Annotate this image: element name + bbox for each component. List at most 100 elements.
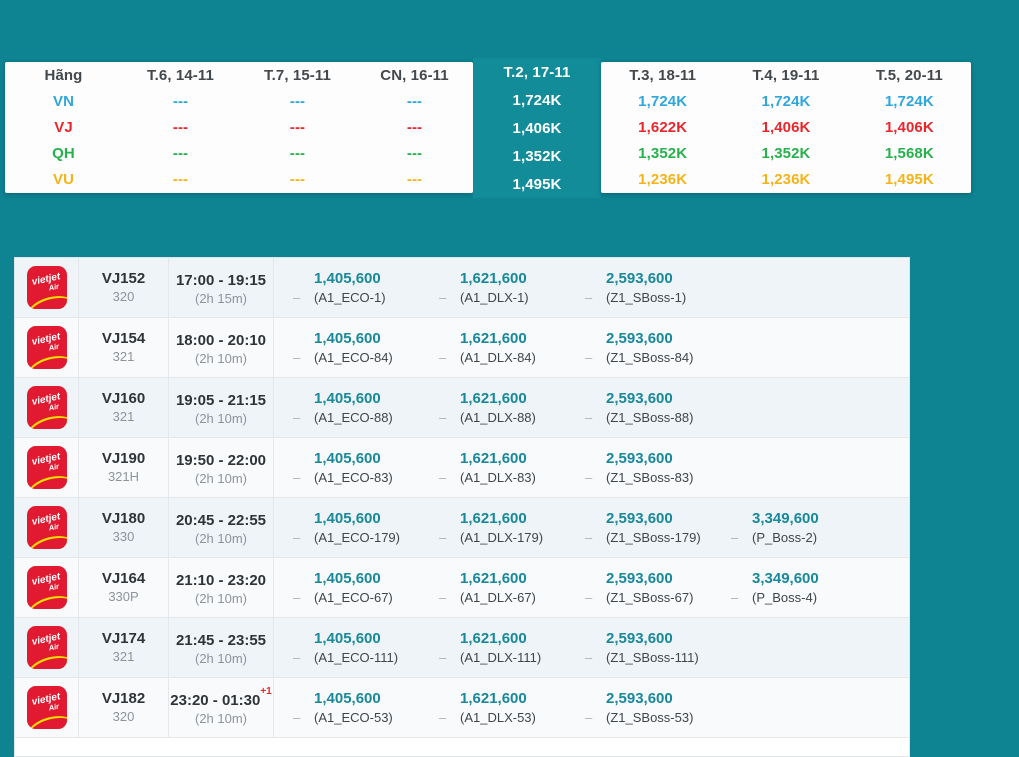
calendar-fare-cell[interactable]: 1,352K <box>638 145 688 163</box>
fare-option-skyboss[interactable]: 2,593,600 – (Z1_SBoss-53) <box>566 678 712 737</box>
fare-price: 1,405,600 <box>314 330 381 347</box>
flight-time-cell: 19:05 - 21:15 (2h 10m) <box>169 378 274 437</box>
flight-duration: (2h 10m) <box>194 591 248 606</box>
flight-time: 19:50 - 22:00 <box>175 452 267 469</box>
fare-price: 3,349,600 <box>752 510 819 527</box>
calendar-fare-cell[interactable]: 1,406K <box>761 118 811 136</box>
fare-option-skyboss[interactable]: 2,593,600 – (Z1_SBoss-88) <box>566 378 712 437</box>
calendar-fare-cell[interactable]: 1,406K <box>884 118 934 136</box>
fare-price: 2,593,600 <box>606 690 673 707</box>
fare-option-boss[interactable] <box>712 438 909 497</box>
fare-option-eco[interactable]: 1,405,600 – (A1_ECO-111) <box>274 618 420 677</box>
fare-option-eco[interactable]: 1,405,600 – (A1_ECO-84) <box>274 318 420 377</box>
fare-class: (A1_DLX-53) <box>460 710 536 725</box>
calendar-selected-fare[interactable]: 1,406K <box>512 119 562 137</box>
calendar-fare-cell[interactable]: --- <box>406 118 423 136</box>
fare-dash: – <box>439 290 447 305</box>
calendar-fare-cell[interactable]: --- <box>172 171 189 189</box>
airline-logo-cell: vietjet Air <box>15 558 79 617</box>
fare-option-boss[interactable] <box>712 318 909 377</box>
calendar-fare-cell[interactable]: --- <box>289 145 306 163</box>
fare-option-deluxe[interactable]: 1,621,600 – (A1_DLX-1) <box>420 258 566 317</box>
fare-option-skyboss[interactable]: 2,593,600 – (Z1_SBoss-67) <box>566 558 712 617</box>
fare-dash: – <box>293 290 301 305</box>
calendar-fare-cell[interactable]: 1,724K <box>638 92 688 110</box>
fare-option-skyboss[interactable]: 2,593,600 – (Z1_SBoss-84) <box>566 318 712 377</box>
flight-row: vietjet Air VJ190 321H 19:50 - 22:00 (2h … <box>15 438 909 498</box>
flight-duration: (2h 10m) <box>194 471 248 486</box>
calendar-fare-cell[interactable]: 1,568K <box>884 145 934 163</box>
calendar-fare-cell[interactable]: 1,622K <box>638 118 688 136</box>
calendar-selected-day-header[interactable]: T.2, 17-11 <box>503 63 571 81</box>
calendar-day-header[interactable]: CN, 16-11 <box>380 66 449 84</box>
calendar-fare-cell[interactable]: 1,236K <box>761 171 811 189</box>
flight-number: VJ160 <box>101 390 146 407</box>
calendar-day-header[interactable]: T.3, 18-11 <box>629 66 697 84</box>
fare-option-skyboss[interactable]: 2,593,600 – (Z1_SBoss-111) <box>566 618 712 677</box>
calendar-fare-cell[interactable]: 1,724K <box>761 92 811 110</box>
fare-option-boss[interactable] <box>712 258 909 317</box>
calendar-fare-cell[interactable]: --- <box>406 145 423 163</box>
flight-time-cell: 23:20 - 01:30+1 (2h 10m) <box>169 678 274 737</box>
fare-dash: – <box>439 530 447 545</box>
calendar-fare-cell[interactable]: --- <box>406 92 423 110</box>
flight-time-cell: 21:10 - 23:20 (2h 10m) <box>169 558 274 617</box>
fare-option-deluxe[interactable]: 1,621,600 – (A1_DLX-67) <box>420 558 566 617</box>
fare-option-deluxe[interactable]: 1,621,600 – (A1_DLX-179) <box>420 498 566 557</box>
calendar-fare-cell[interactable]: --- <box>172 118 189 136</box>
vietjet-logo-icon: vietjet Air <box>26 266 67 309</box>
fare-option-deluxe[interactable]: 1,621,600 – (A1_DLX-84) <box>420 318 566 377</box>
calendar-fare-cell[interactable]: --- <box>289 171 306 189</box>
fare-option-eco[interactable]: 1,405,600 – (A1_ECO-53) <box>274 678 420 737</box>
calendar-day-header[interactable]: T.5, 20-11 <box>875 66 943 84</box>
vietjet-logo-icon: vietjet Air <box>26 446 67 489</box>
fare-option-eco[interactable]: 1,405,600 – (A1_ECO-67) <box>274 558 420 617</box>
calendar-fare-cell[interactable]: 1,495K <box>884 171 934 189</box>
flight-duration: (2h 10m) <box>194 651 248 666</box>
flight-number: VJ174 <box>101 630 146 647</box>
calendar-selected-day-column[interactable]: T.2, 17-11 1,724K 1,406K 1,352K 1,495K <box>473 58 601 198</box>
fare-price: 1,621,600 <box>460 390 527 407</box>
flight-row: vietjet Air VJ152 320 17:00 - 19:15 (2h 1… <box>15 258 909 318</box>
fare-option-boss[interactable]: 3,349,600 – (P_Boss-4) <box>712 558 909 617</box>
flight-time-cell: 20:45 - 22:55 (2h 10m) <box>169 498 274 557</box>
calendar-fare-cell[interactable]: 1,352K <box>761 145 811 163</box>
calendar-fare-cell[interactable]: --- <box>289 118 306 136</box>
calendar-selected-fare[interactable]: 1,724K <box>512 91 562 109</box>
fare-option-boss[interactable]: 3,349,600 – (P_Boss-2) <box>712 498 909 557</box>
fare-option-deluxe[interactable]: 1,621,600 – (A1_DLX-88) <box>420 378 566 437</box>
fare-option-deluxe[interactable]: 1,621,600 – (A1_DLX-53) <box>420 678 566 737</box>
calendar-fare-cell[interactable]: --- <box>289 92 306 110</box>
calendar-day-header[interactable]: T.6, 14-11 <box>147 66 214 84</box>
fare-option-eco[interactable]: 1,405,600 – (A1_ECO-88) <box>274 378 420 437</box>
flight-number: VJ180 <box>101 510 146 527</box>
aircraft-type: 330 <box>112 529 135 544</box>
fare-calendar-right-panel: T.3, 18-11 T.4, 19-11 T.5, 20-11 1,724K … <box>601 62 971 193</box>
fare-option-eco[interactable]: 1,405,600 – (A1_ECO-1) <box>274 258 420 317</box>
fare-dash: – <box>293 590 301 605</box>
calendar-day-header[interactable]: T.4, 19-11 <box>752 66 820 84</box>
fare-option-skyboss[interactable]: 2,593,600 – (Z1_SBoss-1) <box>566 258 712 317</box>
fare-option-skyboss[interactable]: 2,593,600 – (Z1_SBoss-83) <box>566 438 712 497</box>
fare-class: (A1_ECO-111) <box>314 650 399 665</box>
fare-option-boss[interactable] <box>712 618 909 677</box>
fare-option-deluxe[interactable]: 1,621,600 – (A1_DLX-83) <box>420 438 566 497</box>
calendar-fare-cell[interactable]: 1,724K <box>884 92 934 110</box>
calendar-selected-fare[interactable]: 1,352K <box>512 147 562 165</box>
fare-price: 1,621,600 <box>460 330 527 347</box>
fare-class: (A1_DLX-179) <box>460 530 544 545</box>
calendar-day-header[interactable]: T.7, 15-11 <box>264 66 331 84</box>
fare-class: (A1_DLX-1) <box>460 290 529 305</box>
fare-option-deluxe[interactable]: 1,621,600 – (A1_DLX-111) <box>420 618 566 677</box>
calendar-fare-cell[interactable]: 1,236K <box>638 171 688 189</box>
fare-option-eco[interactable]: 1,405,600 – (A1_ECO-83) <box>274 438 420 497</box>
calendar-fare-cell[interactable]: --- <box>172 145 189 163</box>
fare-option-skyboss[interactable]: 2,593,600 – (Z1_SBoss-179) <box>566 498 712 557</box>
calendar-fare-cell[interactable]: --- <box>406 171 423 189</box>
flight-number: VJ152 <box>101 270 146 287</box>
calendar-selected-fare[interactable]: 1,495K <box>512 175 562 193</box>
fare-option-eco[interactable]: 1,405,600 – (A1_ECO-179) <box>274 498 420 557</box>
fare-option-boss[interactable] <box>712 678 909 737</box>
fare-option-boss[interactable] <box>712 378 909 437</box>
calendar-fare-cell[interactable]: --- <box>172 92 189 110</box>
